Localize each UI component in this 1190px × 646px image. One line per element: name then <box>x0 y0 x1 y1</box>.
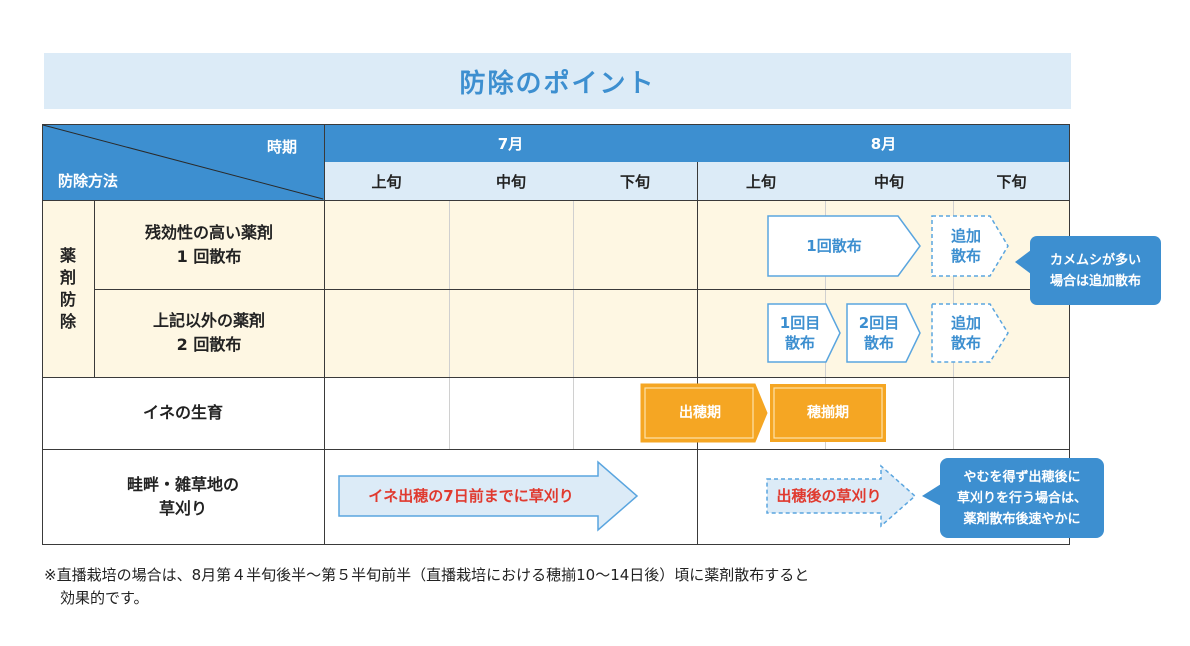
bug-callout-pointer <box>1015 250 1031 274</box>
grid-line <box>449 200 450 449</box>
row-label-weeds: 畦畔・雑草地の 草刈り <box>126 475 239 518</box>
residual-extra-arrow <box>931 215 1009 277</box>
period-jul-mid: 中旬 <box>449 162 573 200</box>
weed-after-arrow <box>766 464 917 528</box>
row-label-rice-growth: イネの生育 <box>142 403 223 422</box>
grid-line <box>324 124 325 545</box>
period-aug-mid: 中旬 <box>825 162 953 200</box>
weed-after-text: 出穂後の草刈り <box>776 487 882 505</box>
other-spray2-arrow <box>846 303 921 363</box>
other-spray2-text: 2回目 散布 <box>858 314 900 352</box>
grid-line <box>573 200 574 449</box>
table-border <box>42 124 1070 545</box>
full-heading-box-inner <box>773 387 883 439</box>
footnote-line-2: 効果的です。 <box>60 589 149 607</box>
header-diagonal <box>42 124 324 200</box>
row-label-other: 上記以外の薬剤 2 回散布 <box>152 311 265 354</box>
residual-spray-text: 1回散布 <box>806 237 862 255</box>
after-heading-callout-text: やむを得ず出穂後に 草刈りを行う場合は、 薬剤散布後速やかに <box>956 469 1087 527</box>
grid-line <box>42 377 1070 378</box>
grid-line <box>697 162 698 545</box>
row-label-residual: 残効性の高い薬剤 1 回散布 <box>144 222 273 266</box>
after-heading-callout-pointer <box>922 484 941 506</box>
residual-spray-arrow <box>767 215 921 277</box>
weed-before-arrow <box>338 460 639 532</box>
other-extra-arrow <box>931 303 1009 363</box>
heading-arrow-inner <box>644 387 754 439</box>
chemical-control-label: 薬 剤 防 除 <box>59 245 76 331</box>
heading-arrow <box>640 383 768 443</box>
other-extra-text: 追加 散布 <box>950 314 981 352</box>
grid-line <box>94 200 95 377</box>
grid-line <box>42 449 1070 450</box>
grid-line <box>42 200 1070 201</box>
period-aug-late: 下旬 <box>953 162 1070 200</box>
full-heading-box <box>770 384 886 442</box>
method-label: 防除方法 <box>58 172 119 190</box>
grid-line <box>94 289 1070 290</box>
period-aug-early: 上旬 <box>697 162 825 200</box>
control-schedule-table: 時期 防除方法 7月 8月 上旬 中旬 下旬 上旬 中旬 下旬 薬 剤 防 除 … <box>42 124 1070 545</box>
bug-callout-box <box>1030 236 1161 305</box>
other-spray1-text: 1回目 散布 <box>779 314 821 352</box>
period-label: 時期 <box>266 138 297 156</box>
heading-text: 出穂期 <box>679 405 721 421</box>
title-banner: 防除のポイント <box>44 53 1071 109</box>
footnote-line-1: ※直播栽培の場合は、8月第４半旬後半～第５半旬前半（直播栽培における穂揃10～1… <box>44 566 810 584</box>
page-title: 防除のポイント <box>459 68 656 99</box>
footnote: ※直播栽培の場合は、8月第４半旬後半～第５半旬前半（直播栽培における穂揃10～1… <box>44 564 809 610</box>
other-spray1-arrow <box>767 303 841 363</box>
month-july: 7月 <box>324 124 697 162</box>
weed-before-text: イネ出穂の7日前までに草刈り <box>368 487 574 505</box>
full-heading-text: 穂揃期 <box>807 405 849 421</box>
bug-callout-text: カメムシが多い 場合は追加散布 <box>1049 252 1141 289</box>
after-heading-callout-box <box>940 458 1104 538</box>
month-august: 8月 <box>697 124 1070 162</box>
residual-extra-text: 追加 散布 <box>950 227 981 265</box>
period-jul-late: 下旬 <box>573 162 697 200</box>
period-jul-early: 上旬 <box>324 162 449 200</box>
